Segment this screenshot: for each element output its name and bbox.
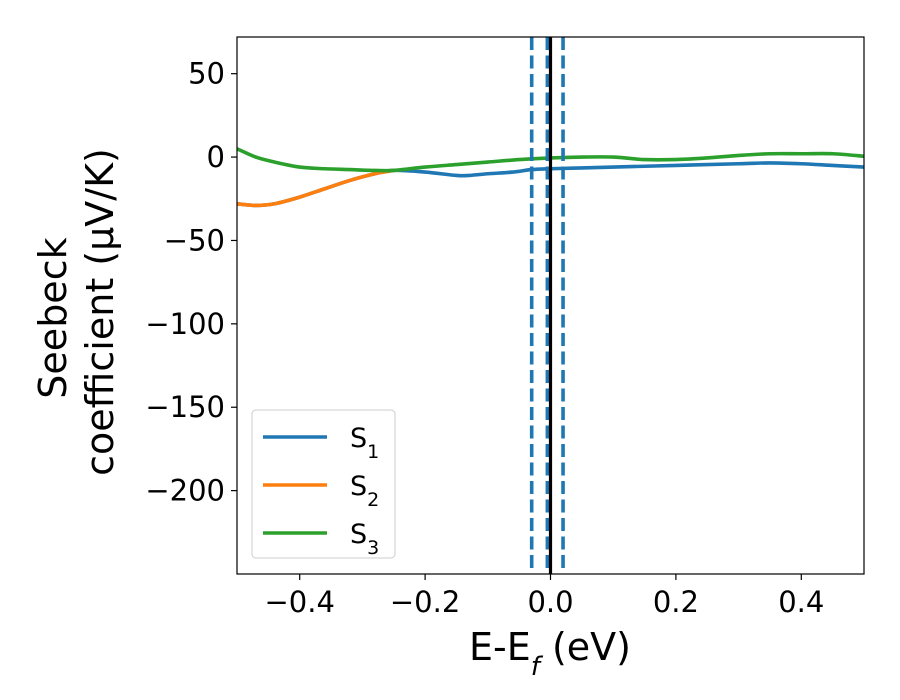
legend-label-s3: S3 xyxy=(350,519,379,559)
x-axis: −0.4 −0.2 0.0 0.2 0.4 xyxy=(264,574,824,619)
x-axis-title: E-Ef (eV) xyxy=(469,625,631,682)
y-tick-label: −50 xyxy=(164,223,225,257)
x-tick-label: 0.0 xyxy=(527,585,573,619)
plot-data xyxy=(237,37,864,574)
legend: S1 S2 S3 xyxy=(251,409,396,559)
series-line-s2 xyxy=(237,168,395,208)
x-tick-label: 0.4 xyxy=(778,585,824,619)
y-tick-label: −100 xyxy=(145,307,225,341)
x-tick-label: −0.2 xyxy=(390,585,460,619)
y-axis: 50 0 −50 −100 −150 −200 xyxy=(145,57,237,508)
series-line-s3 xyxy=(237,147,864,173)
y-tick-label: 0 xyxy=(207,140,225,174)
x-tick-label: 0.2 xyxy=(653,585,699,619)
y-tick-label: 50 xyxy=(188,57,225,91)
y-tick-label: −150 xyxy=(145,390,225,424)
legend-label-s2: S2 xyxy=(350,471,379,511)
y-axis-title: Seebeck coefficient (μV/K) xyxy=(31,148,122,476)
y-axis-title-line1: Seebeck xyxy=(31,237,75,398)
y-tick-label: −200 xyxy=(145,474,225,508)
x-tick-label: −0.4 xyxy=(264,585,334,619)
legend-label-s1: S1 xyxy=(350,423,379,463)
y-axis-title-line2: coefficient (μV/K) xyxy=(78,148,122,476)
